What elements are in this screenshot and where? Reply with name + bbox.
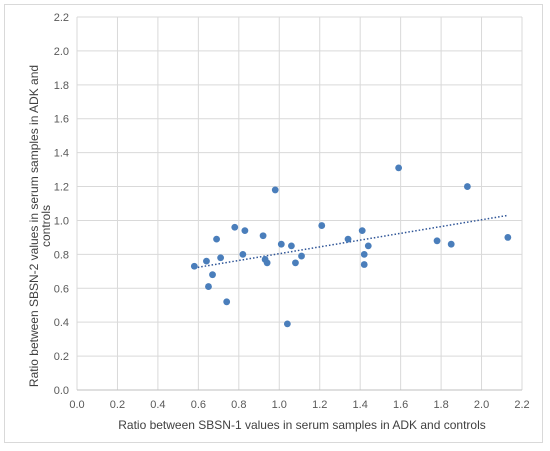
data-point <box>239 250 247 258</box>
y-tick-label: 1.6 <box>54 114 69 126</box>
x-tick-label: 1.8 <box>433 399 448 411</box>
data-point <box>463 183 471 190</box>
data-point <box>203 257 210 265</box>
y-tick-label: 0.2 <box>54 351 69 363</box>
y-tick-label: 0.0 <box>54 385 69 397</box>
data-point <box>190 262 198 270</box>
y-tick-label: 1.4 <box>54 148 69 160</box>
data-point <box>318 222 326 229</box>
data-point <box>209 271 216 279</box>
data-point <box>217 254 225 262</box>
y-tick-label: 0.8 <box>54 249 69 261</box>
data-point <box>241 227 249 235</box>
gridlines <box>76 16 523 391</box>
y-tick-label: 1.2 <box>54 182 69 194</box>
data-points <box>190 164 512 328</box>
data-point <box>504 234 512 241</box>
data-point <box>223 298 231 306</box>
x-tick-label: 1.2 <box>312 399 327 411</box>
x-tick-label: 2.0 <box>474 399 489 411</box>
data-point <box>395 164 403 172</box>
y-tick-label: 0.6 <box>54 283 69 295</box>
y-tick-labels: 0.0 0.2 0.4 0.6 0.8 1.0 1.2 1.4 1.6 1.8 2.0 2.2 <box>54 12 69 397</box>
data-point <box>288 242 295 250</box>
data-point <box>447 240 455 248</box>
data-point <box>271 186 279 194</box>
x-tick-label: 0.4 <box>150 399 165 411</box>
x-tick-label: 0.0 <box>69 399 84 411</box>
x-tick-label: 1.0 <box>272 399 287 411</box>
data-point <box>364 242 372 250</box>
chart-frame <box>4 4 543 443</box>
data-point <box>259 232 267 240</box>
data-point <box>213 235 220 243</box>
data-point <box>360 250 368 258</box>
x-tick-label: 1.6 <box>393 399 408 411</box>
data-point <box>298 252 305 260</box>
data-point <box>292 259 299 267</box>
x-tick-label: 1.4 <box>353 399 368 411</box>
y-tick-label: 2.2 <box>54 12 69 24</box>
y-tick-label: 1.8 <box>54 80 69 92</box>
y-tick-label: 2.0 <box>54 46 69 58</box>
y-axis-title-line-1: Ratio between SBSN-2 values in serum sam… <box>27 65 41 387</box>
y-tick-label: 0.4 <box>54 317 69 329</box>
data-point <box>344 235 352 243</box>
y-tick-label: 1.0 <box>54 215 69 227</box>
data-point <box>263 259 271 267</box>
data-point <box>205 283 212 290</box>
x-tick-label: 0.2 <box>110 399 125 411</box>
data-point <box>231 223 239 231</box>
data-point <box>360 261 368 268</box>
data-point <box>433 237 441 245</box>
data-point <box>358 227 366 235</box>
y-axis-title-line-2: controls <box>39 205 53 247</box>
trendline <box>194 214 508 269</box>
data-point <box>277 240 285 248</box>
x-tick-label: 0.8 <box>231 399 246 411</box>
x-axis-title: Ratio between SBSN-1 values in serum sam… <box>118 418 486 432</box>
data-point <box>283 320 291 328</box>
x-tick-label: 0.6 <box>191 399 206 411</box>
x-tick-label: 2.2 <box>514 399 529 411</box>
x-tick-labels: 0.0 0.2 0.4 0.6 0.8 1.0 1.2 1.4 1.6 1.8 2.0 2.2 <box>69 399 529 411</box>
